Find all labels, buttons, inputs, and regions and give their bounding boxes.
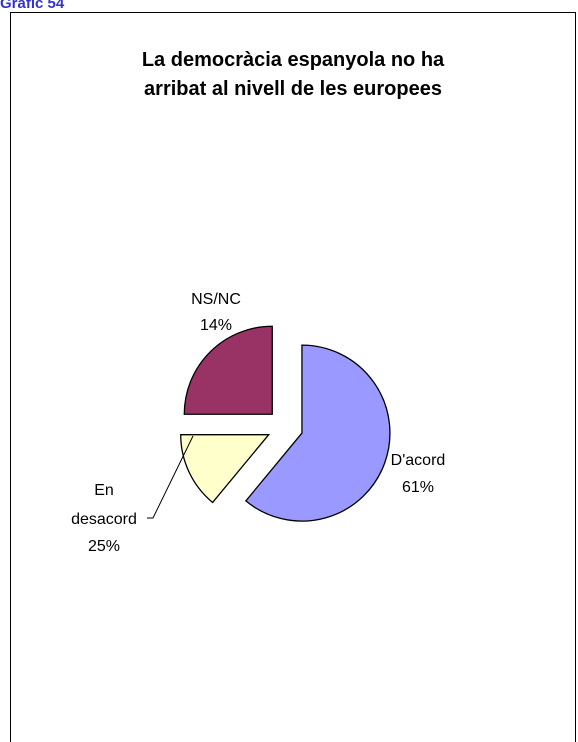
figure-heading: Gràfic 54	[0, 0, 65, 12]
slice-desacord	[183, 325, 273, 415]
slice-nsnc	[180, 434, 271, 504]
slice-value-nsnc: 14%	[200, 317, 232, 334]
slice-label-desacord-line-2: desacord	[71, 511, 137, 528]
chart-title-line-2: arribat al nivell de les europees	[144, 78, 442, 100]
slice-value-dacord: 61%	[402, 479, 434, 496]
slice-label-dacord: D'acord	[391, 452, 446, 469]
slice-label-nsnc: NS/NC	[191, 291, 241, 308]
chart-frame	[10, 12, 576, 742]
leader-line-desacord	[147, 435, 194, 519]
slice-value-desacord: 25%	[88, 538, 120, 555]
slice-dacord	[244, 344, 391, 522]
chart-title-line-1: La democràcia espanyola no ha	[141, 49, 445, 71]
chart-title: La democràcia espanyola no ha arribat al…	[10, 46, 576, 104]
slice-label-desacord-line-1: En	[94, 482, 114, 499]
